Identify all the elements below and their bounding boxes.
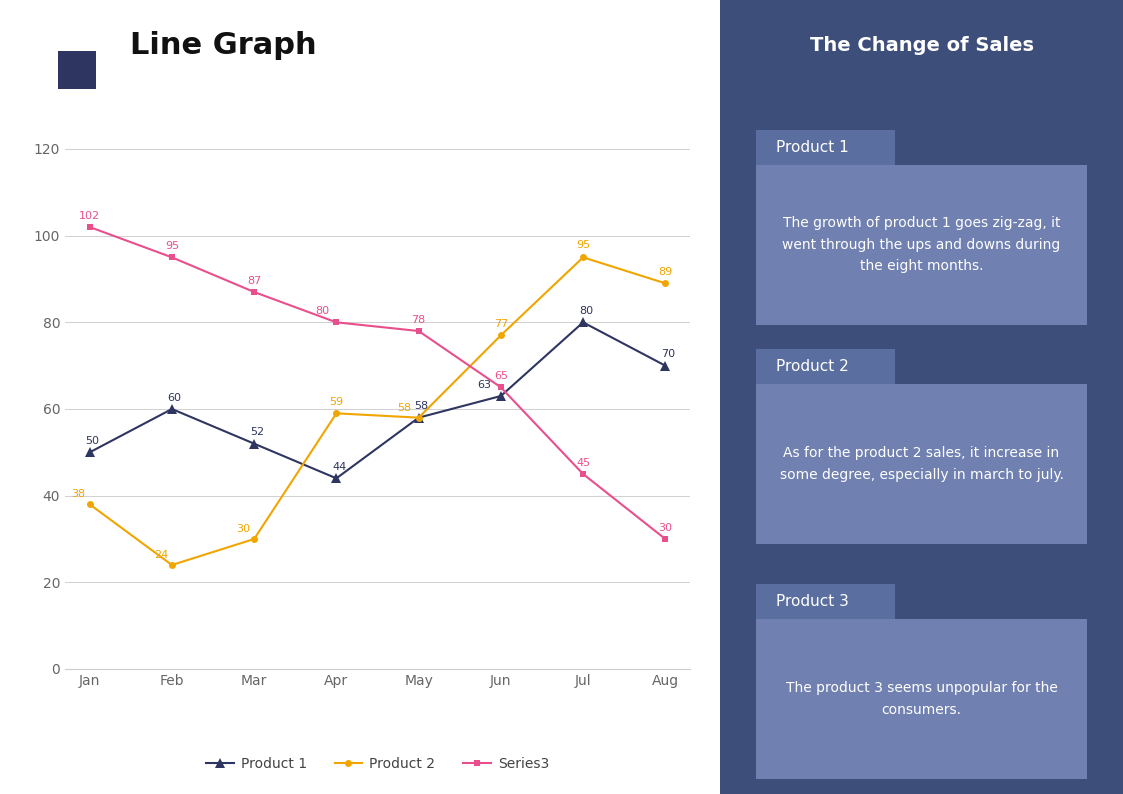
Product 1 (658, 361, 672, 371)
Legend: Product 1, Product 2, Series3: Product 1, Product 2, Series3 (200, 751, 555, 777)
Text: 58: 58 (414, 401, 429, 411)
Product 1 (165, 404, 179, 414)
Text: 38: 38 (72, 489, 85, 499)
Text: 52: 52 (249, 427, 264, 437)
Product 1 (412, 413, 426, 422)
Series3 (658, 534, 672, 544)
Bar (756, 584, 895, 619)
Text: The product 3 seems unpopular for the
consumers.: The product 3 seems unpopular for the co… (786, 681, 1058, 717)
Text: Line Graph: Line Graph (130, 31, 317, 60)
Text: 95: 95 (165, 241, 179, 251)
Product 1 (83, 448, 97, 457)
Bar (756, 349, 895, 384)
Product 2 (165, 561, 179, 570)
Text: 80: 80 (316, 306, 329, 316)
Bar (756, 164, 1087, 325)
Text: 60: 60 (167, 393, 182, 403)
Line: Product 1: Product 1 (85, 318, 670, 484)
Text: 45: 45 (576, 457, 591, 468)
Product 1 (330, 473, 344, 483)
Series3 (412, 326, 426, 336)
Text: 59: 59 (329, 397, 344, 407)
Text: Product 3: Product 3 (776, 594, 849, 609)
Text: 30: 30 (658, 522, 673, 533)
Text: As for the product 2 sales, it increase in
some degree, especially in march to j: As for the product 2 sales, it increase … (779, 446, 1063, 482)
Text: Product 2: Product 2 (776, 359, 849, 374)
Product 2 (247, 534, 261, 544)
Text: 30: 30 (236, 524, 250, 534)
Bar (756, 384, 1087, 544)
Text: 24: 24 (154, 550, 168, 560)
Text: 50: 50 (85, 436, 100, 446)
Product 2 (330, 409, 344, 418)
Text: The Change of Sales: The Change of Sales (810, 36, 1033, 55)
Text: 77: 77 (494, 319, 508, 329)
Series3 (83, 222, 97, 232)
Text: 87: 87 (247, 276, 262, 286)
Product 2 (658, 279, 672, 288)
Text: 44: 44 (332, 462, 346, 472)
Text: 65: 65 (494, 371, 508, 381)
Bar (756, 129, 895, 164)
Series3 (247, 287, 261, 297)
Text: 70: 70 (661, 349, 675, 360)
Line: Series3: Series3 (86, 224, 669, 542)
Product 2 (494, 330, 508, 340)
Text: The growth of product 1 goes zig-zag, it
went through the ups and downs during
t: The growth of product 1 goes zig-zag, it… (783, 216, 1060, 273)
Bar (756, 619, 1087, 779)
Series3 (165, 252, 179, 262)
Product 2 (412, 413, 426, 422)
Product 2 (576, 252, 590, 262)
Text: Product 1: Product 1 (776, 140, 849, 155)
Text: 102: 102 (79, 210, 100, 221)
Text: 78: 78 (411, 314, 426, 325)
Text: 80: 80 (578, 306, 593, 316)
Series3 (494, 383, 508, 392)
Product 1 (576, 318, 590, 327)
Product 1 (247, 439, 261, 449)
Line: Product 2: Product 2 (86, 254, 669, 569)
Text: 63: 63 (477, 380, 491, 390)
Text: 95: 95 (576, 240, 591, 249)
Product 1 (494, 391, 508, 401)
Product 2 (83, 499, 97, 509)
Text: 89: 89 (658, 267, 673, 277)
Series3 (330, 318, 344, 327)
Text: 58: 58 (398, 403, 412, 413)
Series3 (576, 469, 590, 479)
